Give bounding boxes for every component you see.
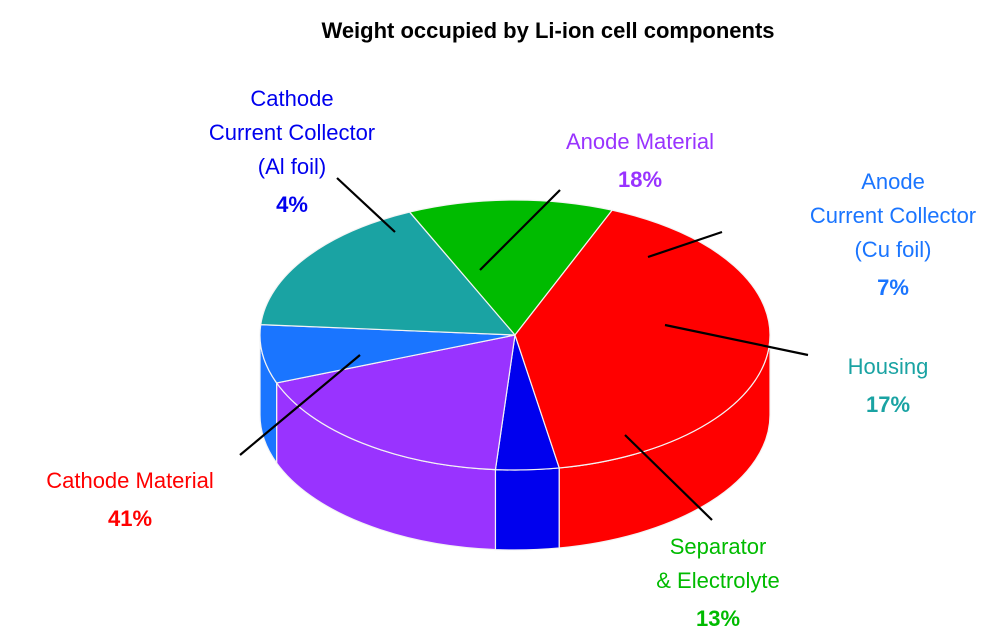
value-label: 7% xyxy=(877,275,909,300)
category-label: Anode Material xyxy=(566,129,714,154)
pie-sides xyxy=(259,334,771,551)
value-label: 41% xyxy=(108,506,152,531)
pie-tops xyxy=(259,199,771,471)
category-label: Housing xyxy=(848,354,929,379)
value-label: 4% xyxy=(276,192,308,217)
leader-line xyxy=(239,354,361,456)
leader-line xyxy=(479,189,561,271)
pie-slice xyxy=(259,324,516,384)
leader-line xyxy=(336,177,396,233)
value-label: 18% xyxy=(618,167,662,192)
labels: Cathode Current Collector (Al foil) 4% Anode… xyxy=(46,86,976,631)
leader-line xyxy=(664,323,809,357)
pie-slice xyxy=(275,334,516,471)
leader-line xyxy=(647,230,723,259)
value-label: 17% xyxy=(866,392,910,417)
value-label: 13% xyxy=(696,606,740,631)
pie-side xyxy=(494,467,560,551)
pie-slice xyxy=(514,209,771,469)
leader-line xyxy=(624,434,713,521)
chart-title: Weight occupied by Li-ion cell component… xyxy=(321,18,774,43)
category-label: Cathode Current Collector (Al foil) xyxy=(209,86,375,179)
pie-slice xyxy=(408,199,614,336)
category-label: Anode Current Collector (Cu foil) xyxy=(810,169,976,262)
category-label: Cathode Material xyxy=(46,468,214,493)
pie-slice xyxy=(260,211,517,336)
category-label: Separator & Electrolyte xyxy=(656,534,780,593)
leaders xyxy=(239,177,809,521)
